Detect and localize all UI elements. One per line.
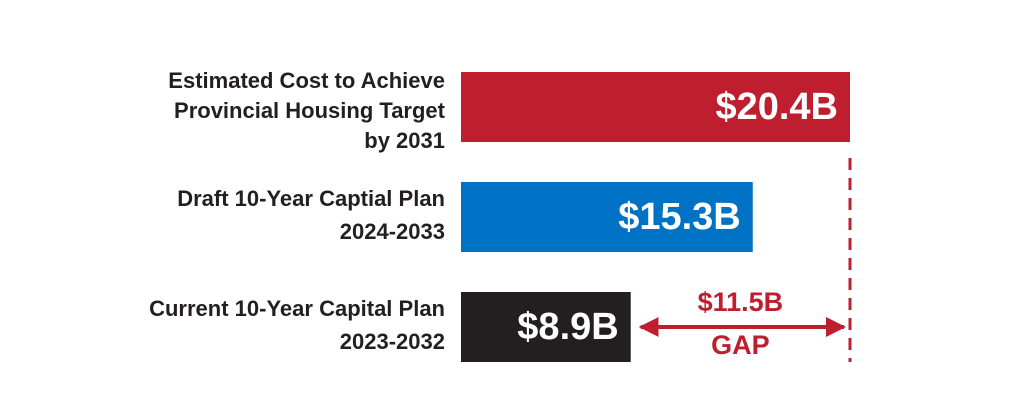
value-label: $15.3B [618, 196, 741, 238]
category-label: by 2031 [364, 128, 445, 153]
bar [461, 72, 850, 142]
value-label: $20.4B [715, 86, 838, 128]
gap-text: GAP [711, 330, 770, 360]
category-label: 2024-2033 [340, 219, 445, 244]
value-label: $8.9B [517, 306, 618, 348]
category-label: Provincial Housing Target [174, 98, 446, 123]
bar [461, 182, 753, 252]
bar [461, 292, 631, 362]
category-label: Current 10-Year Capital Plan [149, 296, 445, 321]
category-label: 2023-2032 [340, 329, 445, 354]
category-label: Estimated Cost to Achieve [168, 68, 445, 93]
gap-label: $11.5B [698, 287, 784, 317]
category-label: Draft 10-Year Captial Plan [177, 186, 445, 211]
